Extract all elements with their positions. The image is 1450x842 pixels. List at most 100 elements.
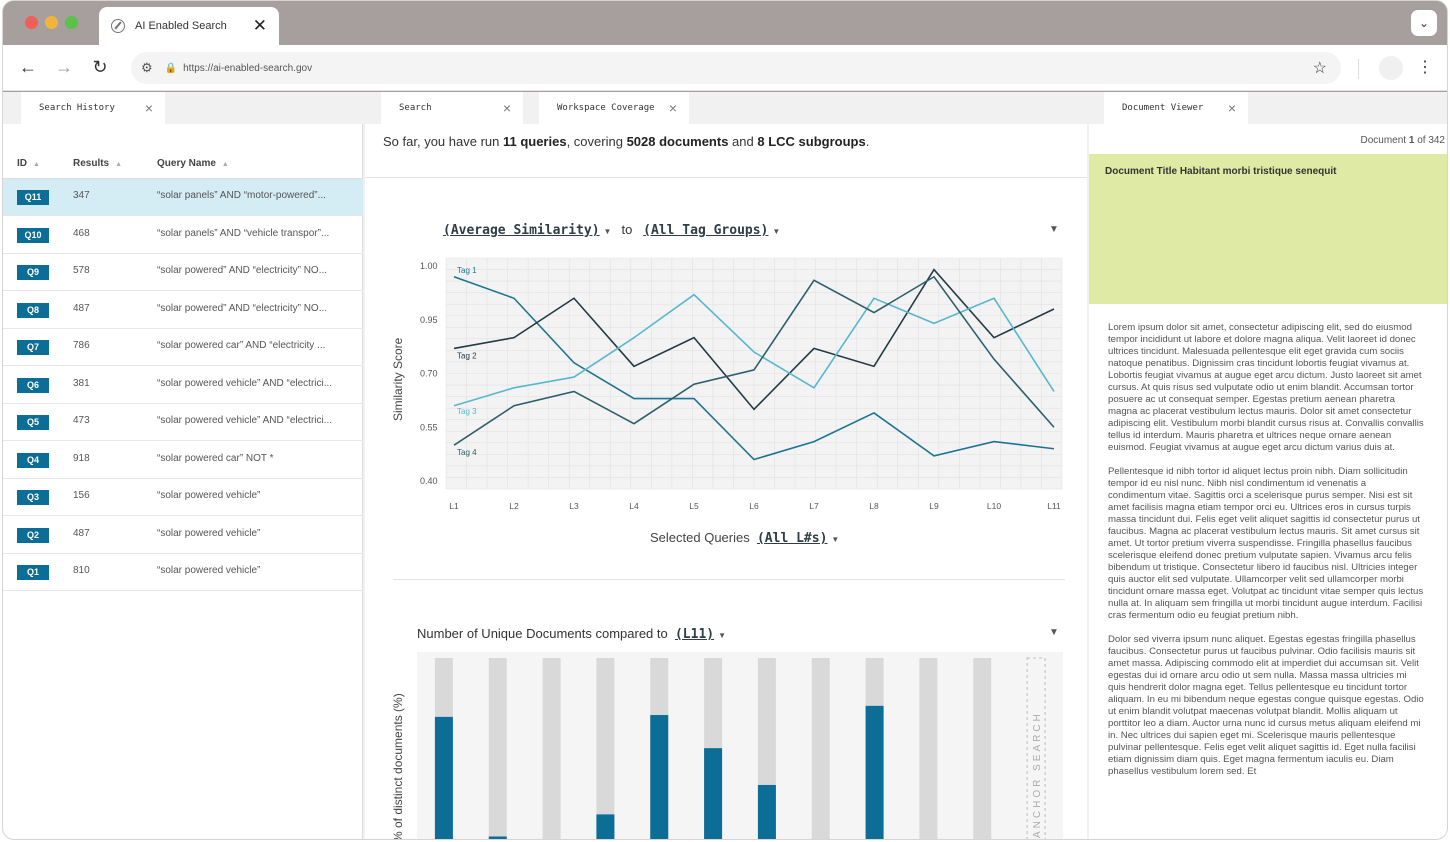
column-header-query-name[interactable]: Query Name ▲ [157,158,229,169]
compass-icon [111,19,125,33]
summary-text: , covering [566,134,627,149]
tab-document-viewer[interactable]: Document Viewer × [1104,92,1248,124]
unique-docs-controls: Number of Unique Documents compared to (… [417,626,736,642]
minimize-window-button[interactable] [45,16,58,29]
result-count: 468 [73,227,90,239]
query-id-badge: Q11 [17,190,49,205]
series-label: Tag 2 [457,351,477,360]
chevron-down-icon[interactable]: ▼ [603,227,612,236]
x-axis-title: Selected Queries [650,530,750,545]
profile-avatar[interactable] [1379,56,1403,80]
query-id-badge: Q5 [17,415,49,430]
table-row[interactable]: Q1 810 “solar powered vehicle” [3,554,363,591]
sort-icon[interactable]: ▲ [221,161,229,168]
url-text[interactable]: https://ai-enabled-search.gov [183,62,313,74]
query-name: “solar powered vehicle” [157,490,261,501]
document-viewer-panel: Document 1 of 342 Document Title Habitan… [1089,124,1447,839]
unique-documents-bar-chart: ANCHOR SEARCH [417,652,1063,839]
query-id-badge: Q9 [17,265,49,280]
more-menu-icon[interactable]: ⋮ [1417,59,1433,76]
query-name: “solar powered vehicle” [157,527,261,539]
x-tick-label: L7 [809,501,819,511]
sort-icon[interactable]: ▲ [115,161,123,168]
close-icon[interactable]: × [668,100,677,116]
browser-tab[interactable]: AI Enabled Search ✕ [99,7,279,45]
close-window-button[interactable] [25,16,38,29]
tab-search[interactable]: Search × [381,92,523,124]
summary-text: So far, you have run [383,134,503,149]
tag-groups-dropdown[interactable]: (All Tag Groups) [643,223,769,238]
result-count: 156 [73,490,90,501]
chevron-down-icon[interactable]: ▼ [831,535,840,544]
close-icon[interactable]: × [1227,100,1236,116]
y-tick-label: 0.55 [420,422,438,432]
metric-dropdown[interactable]: (Average Similarity) [443,223,600,238]
query-count: 11 queries [502,134,567,149]
filter-icon[interactable]: ▼ [1049,627,1059,638]
tab-workspace-coverage[interactable]: Workspace Coverage × [539,92,689,124]
x-tick-label: L8 [869,501,879,511]
result-count: 918 [73,452,90,464]
omnibox[interactable]: ⚙ 🔒 https://ai-enabled-search.gov ☆ [131,52,1341,84]
close-icon[interactable]: × [502,100,511,116]
table-row[interactable]: Q7 786 “solar powered car” AND “electricit… [3,329,363,366]
document-title-highlight: Document Title Habitant morbi tristique … [1089,154,1447,304]
counter-label: Document [1360,135,1407,146]
column-header-results[interactable]: Results ▲ [73,158,122,169]
site-settings-icon[interactable]: ⚙ [141,60,153,75]
compare-query-dropdown[interactable]: (L11) [674,627,715,642]
coverage-summary: So far, you have run 11 queries, coverin… [383,134,869,149]
subgroup-count: 8 LCC subgroups [757,134,866,149]
table-row[interactable]: Q6 381 “solar powered vehicle” AND “electr… [3,367,363,404]
query-id-badge: Q2 [17,527,49,543]
forward-arrow-icon[interactable]: → [55,57,73,77]
tab-search-button[interactable]: ⌄ [1411,10,1437,36]
table-row[interactable]: Q10 468 “solar panels” AND “vehicle transp… [3,217,363,254]
series-line [453,275,1055,446]
result-count: 347 [73,190,90,201]
document-count: 5028 documents [626,134,729,149]
document-body[interactable]: Lorem ipsum dolor sit amet, consectetur … [1108,322,1426,790]
sort-icon[interactable]: ▲ [33,161,40,168]
chevron-down-icon[interactable]: ▼ [772,227,781,236]
query-name: “solar powered vehicle” AND “electrici..… [157,415,333,426]
tab-label: Search History [39,103,115,113]
tab-search-history[interactable]: Search History × [21,92,165,124]
column-header-id[interactable]: ID ▲ [17,158,40,169]
table-row[interactable]: Q2 487 “solar powered vehicle” [3,517,363,554]
x-tick-label: L10 [987,501,1001,511]
table-row[interactable]: Q5 473 “solar powered vehicle” AND “electr… [3,404,363,441]
back-arrow-icon[interactable]: ← [19,57,37,77]
x-tick-label: L5 [689,501,699,511]
bookmark-star-icon[interactable]: ☆ [1312,60,1327,77]
anchor-search-bar [1026,657,1046,839]
maximize-window-button[interactable] [65,16,78,29]
table-row[interactable]: Q3 156 “solar powered vehicle” [3,479,363,516]
filter-icon[interactable]: ▼ [1049,224,1059,235]
table-row[interactable]: Q4 918 “solar powered car” NOT * [3,442,363,479]
bar [488,836,507,839]
x-tick-label: L4 [629,501,639,511]
document-paragraph: Pellentesque id nibh tortor id aliquet l… [1108,466,1424,621]
bar-track [811,658,830,839]
column-label: ID [17,158,27,169]
table-row[interactable]: Q8 487 “solar powered” AND “electricity” N… [3,292,363,329]
table-row[interactable]: Q11 347 “solar panels” AND “motor-powered”… [3,179,363,216]
summary-divider [365,177,1087,178]
bar-track [542,658,561,839]
close-icon[interactable]: × [144,100,153,116]
queries-dropdown[interactable]: (All L#s) [756,531,828,546]
table-row[interactable]: Q9 578 “solar powered” AND “electricity” N… [3,254,363,291]
reload-icon[interactable]: ↻ [92,57,108,77]
document-paragraph: Lorem ipsum dolor sit amet, consectetur … [1108,322,1424,453]
chevron-down-icon[interactable]: ▼ [718,631,727,640]
anchor-search-label: ANCHOR SEARCH [1032,711,1043,838]
bar-track [919,658,938,839]
bar [650,715,669,839]
x-tick-label: L9 [929,501,939,511]
query-name: “solar panels” AND “vehicle transpor”... [157,227,330,239]
close-tab-icon[interactable]: ✕ [252,16,267,35]
x-tick-label: L11 [1047,501,1061,511]
chart-divider [393,579,1065,580]
